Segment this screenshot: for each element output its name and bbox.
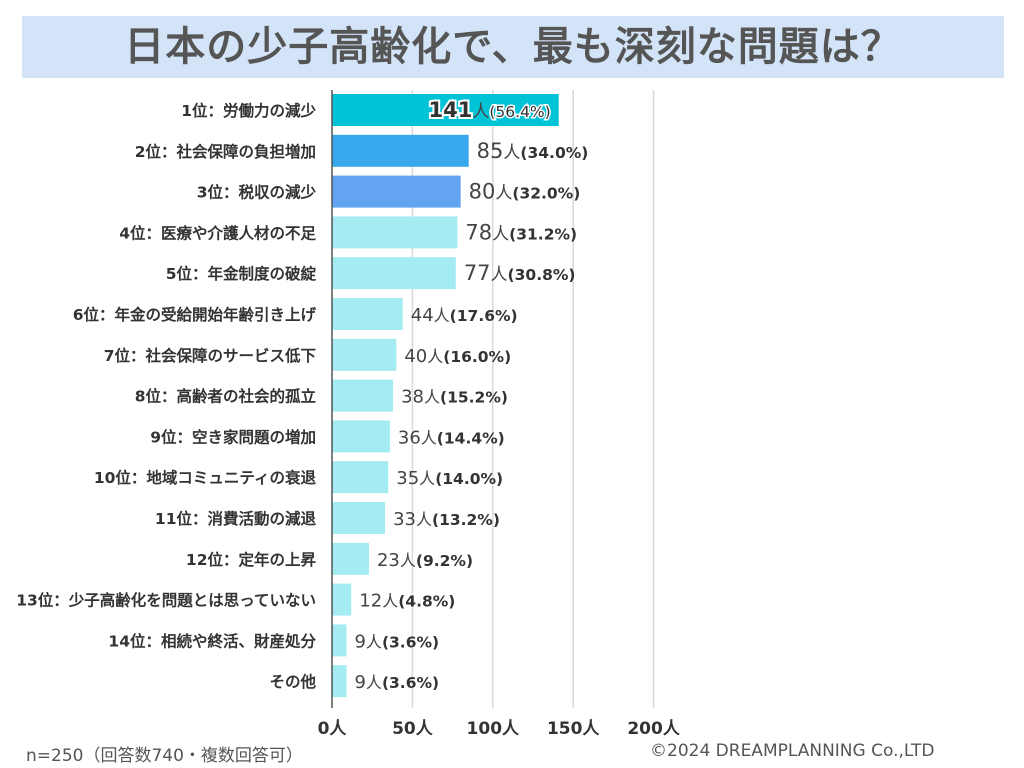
bar bbox=[332, 420, 390, 453]
value-label: 77人(30.8%) bbox=[464, 261, 576, 285]
bar bbox=[332, 216, 458, 249]
value-label: 9人(3.6%) bbox=[354, 631, 439, 652]
x-tick-label: 200人 bbox=[627, 719, 680, 739]
category-label: 11位：消費活動の減退 bbox=[155, 509, 317, 528]
x-tick-label: 100人 bbox=[467, 719, 520, 739]
bar bbox=[332, 665, 347, 698]
copyright: ©2024 DREAMPLANNING Co.,LTD bbox=[650, 741, 935, 761]
bar bbox=[332, 175, 461, 208]
x-tick-label: 50人 bbox=[392, 719, 434, 739]
category-label: 4位：医療や介護人材の不足 bbox=[119, 223, 316, 242]
category-label: その他 bbox=[269, 672, 316, 691]
bar bbox=[332, 338, 397, 371]
bar bbox=[332, 298, 403, 330]
category-label: 14位：相続や終活、財産処分 bbox=[108, 631, 316, 650]
category-label: 12位：定年の上昇 bbox=[186, 550, 317, 569]
bar bbox=[332, 542, 369, 575]
title-banner bbox=[22, 16, 1004, 78]
value-label: 35人(14.0%) bbox=[396, 468, 503, 489]
bar bbox=[332, 583, 352, 616]
x-tick-label: 150人 bbox=[547, 719, 600, 739]
category-label: 7位：社会保障のサービス低下 bbox=[104, 346, 316, 365]
bar bbox=[332, 134, 469, 167]
x-tick-label: 0人 bbox=[318, 719, 348, 739]
category-label: 5位：年金制度の破綻 bbox=[166, 264, 317, 283]
value-label: 38人(15.2%) bbox=[401, 387, 508, 408]
category-label: 8位：高齢者の社会的孤立 bbox=[135, 387, 316, 406]
bar bbox=[332, 379, 394, 412]
value-label: 40人(16.0%) bbox=[404, 346, 511, 367]
value-label: 36人(14.4%) bbox=[398, 427, 505, 448]
value-label: 23人(9.2%) bbox=[377, 550, 473, 571]
category-label: 6位：年金の受給開始年齢引き上げ bbox=[73, 305, 317, 324]
value-label: 78人(31.2%) bbox=[465, 220, 577, 244]
category-label: 3位：税収の減少 bbox=[197, 183, 317, 202]
category-label: 10位：地域コミュニティの衰退 bbox=[94, 468, 317, 487]
value-label: 141人(56.4%) bbox=[429, 98, 551, 122]
bar bbox=[332, 624, 347, 657]
bar bbox=[332, 94, 559, 126]
bar bbox=[332, 257, 456, 290]
bar bbox=[332, 502, 386, 534]
bar bbox=[332, 461, 389, 494]
category-label: 1位：労働力の減少 bbox=[181, 101, 316, 120]
category-label: 2位：社会保障の負担増加 bbox=[135, 142, 316, 161]
category-label: 9位：空き家問題の増加 bbox=[150, 427, 316, 446]
category-label: 13位：少子高齢化を問題とは思っていない bbox=[16, 591, 316, 610]
value-label: 85人(34.0%) bbox=[477, 139, 589, 163]
value-label: 44人(17.6%) bbox=[411, 305, 518, 326]
value-label: 9人(3.6%) bbox=[354, 672, 439, 693]
value-label: 80人(32.0%) bbox=[469, 180, 581, 204]
chart-title: 日本の少子高齢化で、最も深刻な問題は？ bbox=[124, 24, 902, 70]
value-label: 12人(4.8%) bbox=[359, 591, 455, 612]
value-label: 33人(13.2%) bbox=[393, 509, 500, 530]
sample-note: n=250（回答数740・複数回答可） bbox=[26, 746, 303, 766]
